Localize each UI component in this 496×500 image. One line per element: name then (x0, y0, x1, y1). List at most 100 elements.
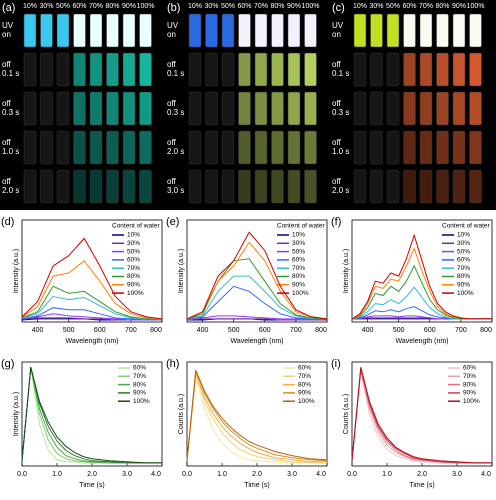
vial (73, 13, 86, 48)
row-label: UV (2, 21, 14, 30)
vial (56, 169, 70, 204)
y-axis-label: Intensity (a.u.) (13, 249, 20, 293)
vial (452, 130, 466, 165)
legend-title: Content of water (442, 223, 491, 230)
x-tick-label: 2.0 (252, 471, 262, 478)
column-header: 90% (122, 3, 136, 10)
vial (469, 91, 482, 126)
vial (122, 91, 136, 126)
column-header: 100% (467, 3, 485, 10)
vial (205, 169, 218, 204)
vial (386, 130, 400, 165)
vial (370, 130, 383, 165)
vial (139, 91, 152, 126)
x-tick-label: 700 (455, 327, 467, 334)
column-header: 60% (72, 3, 86, 10)
column-header: 70% (419, 3, 433, 10)
vial (419, 13, 433, 48)
series-line (21, 313, 162, 321)
row-label: off (2, 138, 12, 147)
vial (403, 91, 416, 126)
x-tick-label: 700 (125, 327, 137, 334)
vial (106, 91, 119, 126)
series-line (21, 367, 162, 464)
vial (287, 169, 301, 204)
series-line (21, 237, 163, 320)
vial (73, 91, 86, 126)
series-line (186, 370, 328, 462)
vial (238, 91, 251, 126)
vial (386, 13, 400, 48)
x-tick-label: 3.0 (452, 471, 462, 478)
vial (89, 130, 103, 165)
x-tick-label: 500 (393, 327, 405, 334)
legend-label: 70% (127, 265, 140, 272)
row-label: off (167, 60, 177, 69)
x-tick-label: 0.0 (17, 471, 27, 478)
vial (40, 52, 53, 87)
vial (304, 130, 317, 165)
row-label: on (167, 30, 176, 39)
legend-label: 100% (292, 290, 309, 297)
vial (40, 13, 53, 48)
row-label: 0.3 s (167, 108, 184, 117)
series-line (351, 233, 492, 320)
vial (370, 52, 383, 87)
row-label: 0.3 s (332, 108, 349, 117)
vial (106, 130, 119, 165)
legend-label: 100% (127, 290, 144, 297)
legend-label: 30% (127, 240, 140, 247)
vial (271, 169, 284, 204)
vial (89, 91, 103, 126)
vial (271, 91, 284, 126)
legend-label: 90% (127, 282, 140, 289)
x-tick-label: 400 (362, 327, 374, 334)
legend-label: 100% (457, 290, 474, 297)
panel-label: (g) (1, 358, 14, 370)
vial (304, 91, 317, 126)
row-label: 0.3 s (2, 108, 19, 117)
series-line (186, 275, 327, 320)
vial (56, 130, 70, 165)
column-header: 80% (270, 3, 284, 10)
plot-frame (186, 219, 328, 323)
vial (271, 52, 284, 87)
column-header: 30% (39, 3, 53, 10)
legend-label: 80% (127, 273, 140, 280)
x-tick-label: 0.0 (182, 471, 192, 478)
legend-label: 90% (292, 282, 305, 289)
vial (40, 130, 53, 165)
vial (23, 130, 37, 165)
vial (370, 91, 383, 126)
series-line (186, 285, 327, 320)
row-label: on (2, 30, 11, 39)
vial (23, 169, 37, 204)
vial (205, 13, 218, 48)
x-tick-label: 2.0 (87, 471, 97, 478)
series-line (186, 318, 327, 321)
x-axis-label: Wavelength (nm) (395, 338, 448, 345)
legend-label: 80% (463, 381, 476, 388)
vial (452, 91, 466, 126)
vial (419, 91, 433, 126)
vial (139, 169, 152, 204)
vial (403, 13, 416, 48)
x-tick-label: 3.0 (287, 471, 297, 478)
vial (386, 169, 400, 204)
x-axis-label: Wavelength (nm) (65, 338, 118, 345)
vial (56, 13, 70, 48)
vial (353, 13, 367, 48)
vial (304, 52, 317, 87)
x-tick-label: 500 (228, 327, 240, 334)
vial (221, 13, 235, 48)
panel-label: (b) (167, 2, 180, 14)
vial (353, 52, 367, 87)
x-axis-label: Time (s) (244, 482, 269, 489)
series-line (186, 370, 328, 461)
column-header: 100% (137, 3, 155, 10)
column-header: 10% (353, 3, 367, 10)
vial (73, 52, 86, 87)
column-header: 80% (105, 3, 119, 10)
y-axis-label: Intensity (a.u.) (13, 392, 20, 436)
legend-label: 10% (292, 232, 305, 239)
